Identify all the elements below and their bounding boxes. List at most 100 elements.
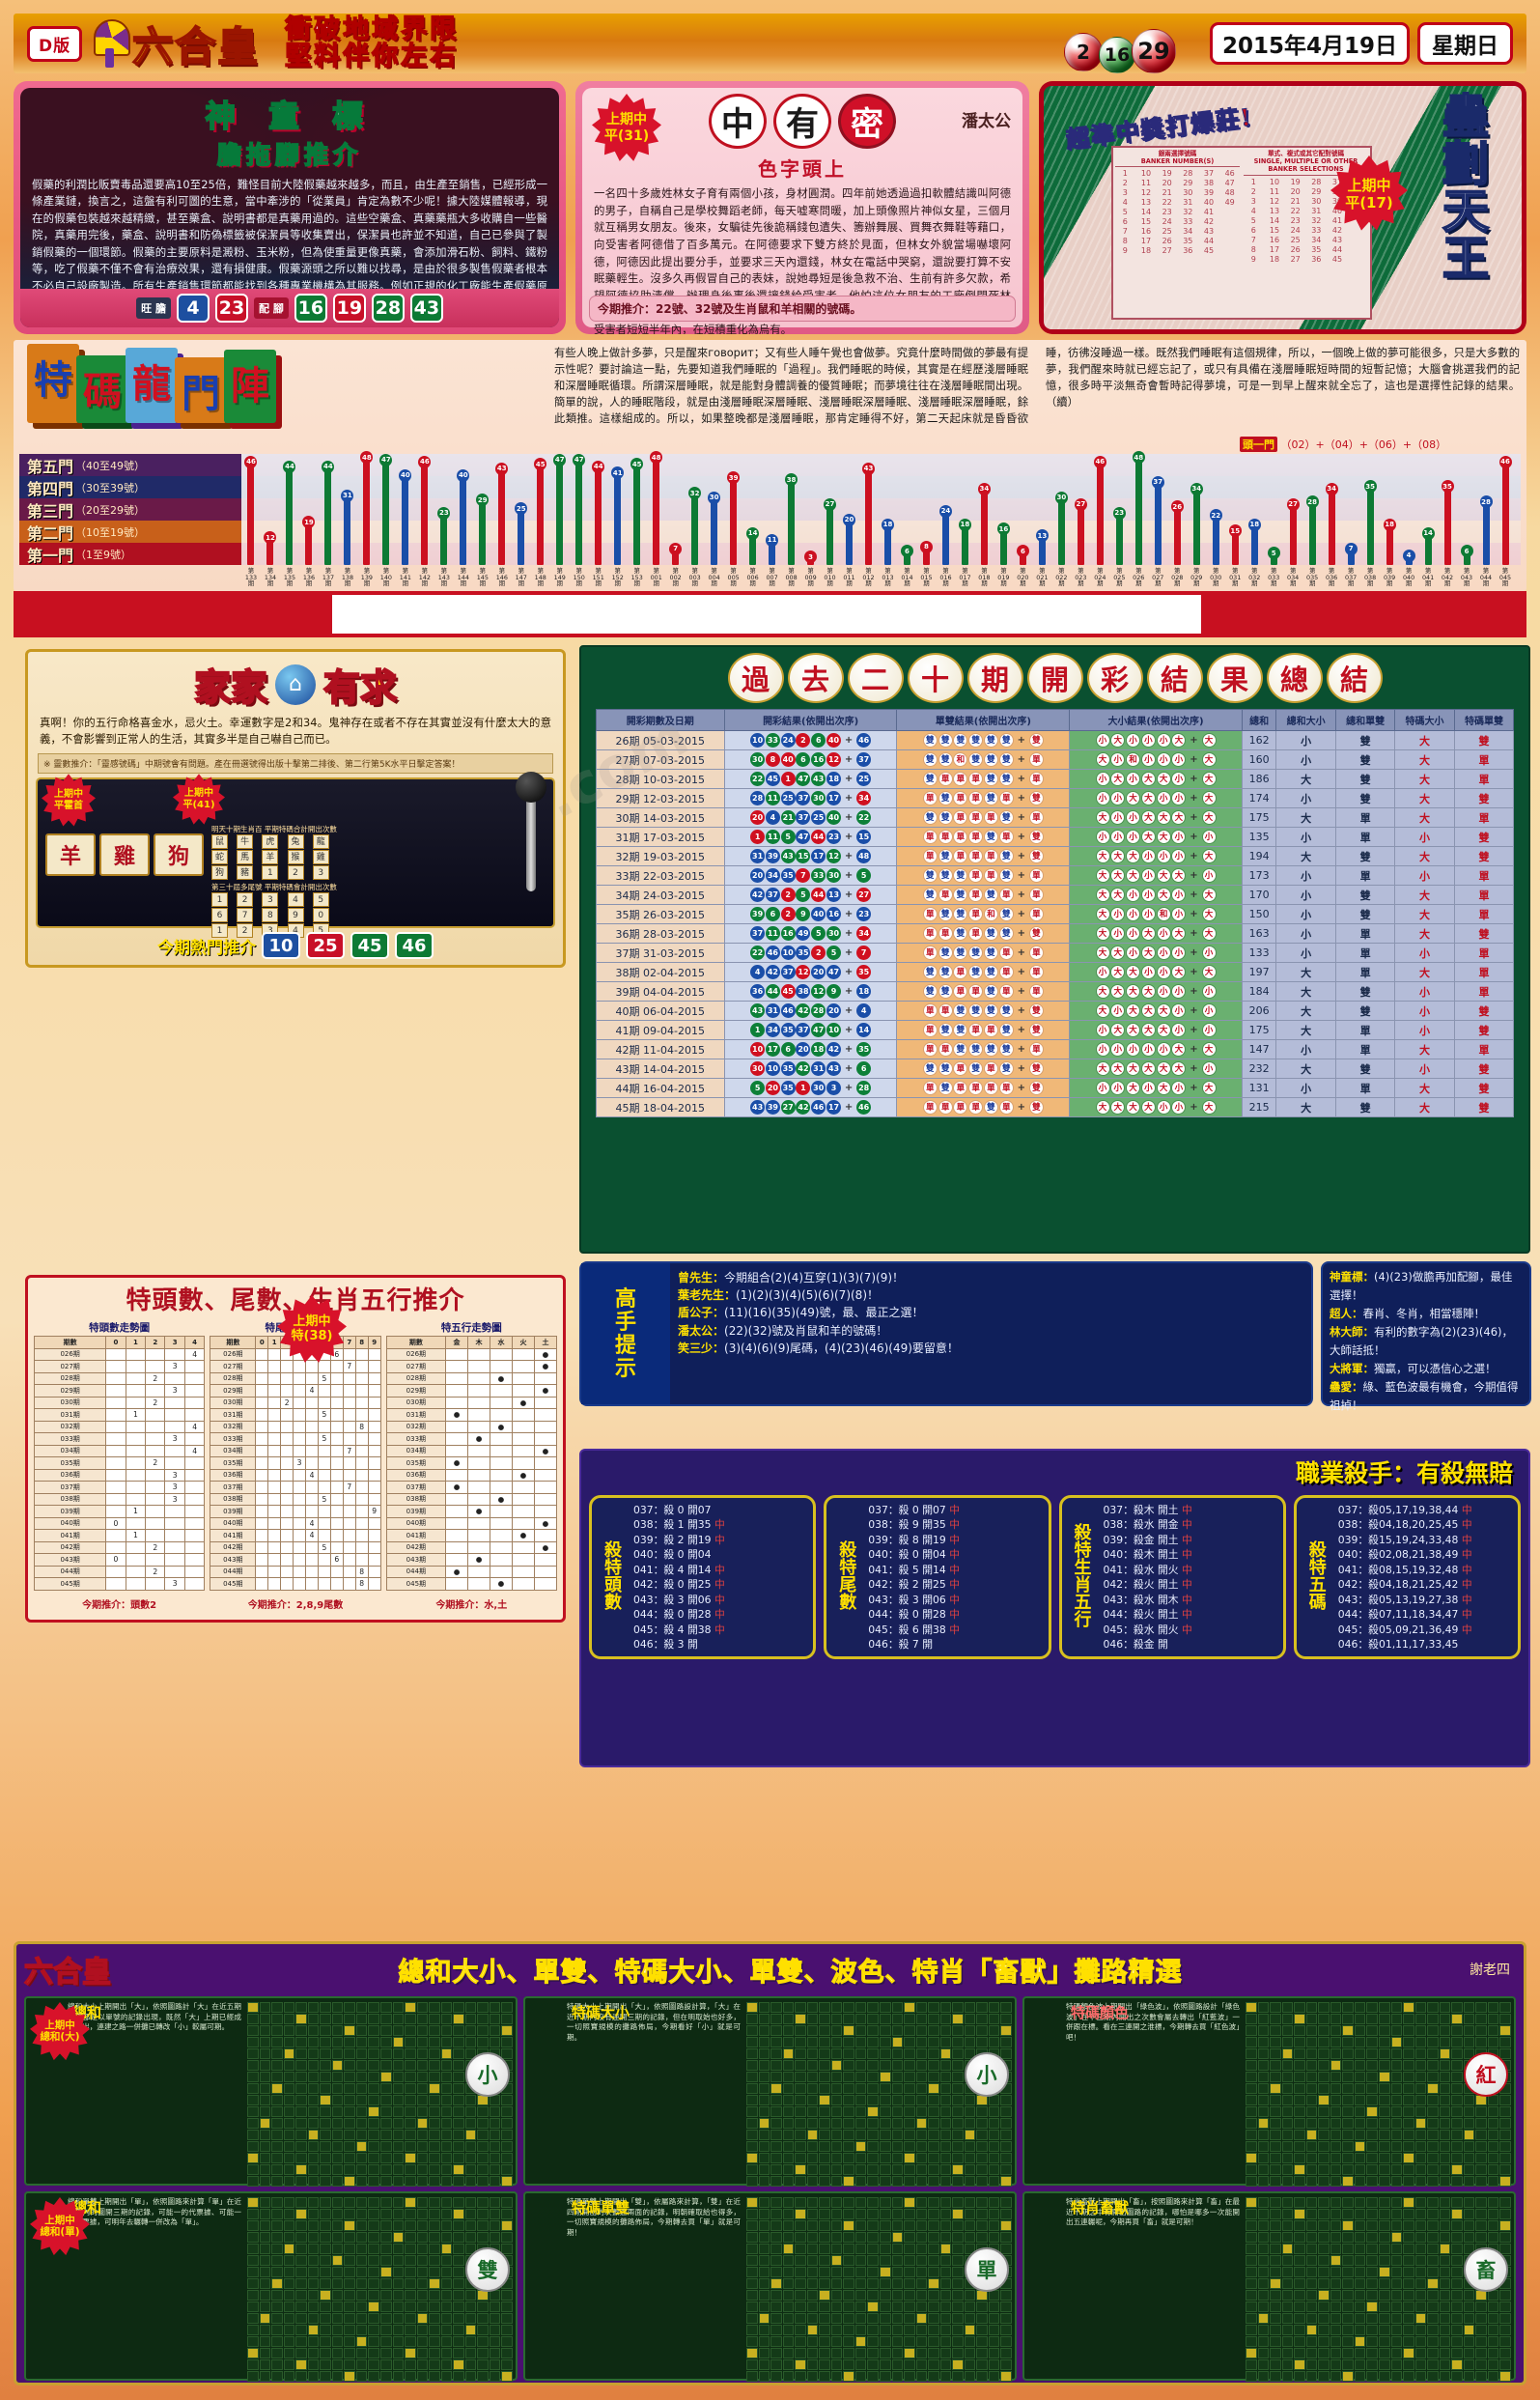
slip-number[interactable]: 31 (1311, 206, 1322, 215)
slip-number[interactable]: 20 (1162, 179, 1172, 188)
slip-number[interactable]: 28 (1311, 177, 1322, 186)
slip-number[interactable]: 9 (1122, 246, 1128, 256)
slip-number[interactable]: 22 (1290, 206, 1301, 215)
slip-number[interactable]: 3 (1250, 196, 1256, 206)
slip-number[interactable]: 24 (1290, 225, 1301, 235)
slip-number[interactable]: 41 (1203, 208, 1215, 217)
slip-number[interactable]: 37 (1203, 169, 1215, 179)
slip-number[interactable]: 43 (1203, 227, 1215, 237)
slip-number[interactable]: 39 (1203, 188, 1215, 198)
slip-number[interactable]: 23 (1162, 208, 1172, 217)
slip-number[interactable]: 12 (1140, 188, 1152, 198)
slip-number[interactable]: 18 (1140, 246, 1152, 256)
slip-number[interactable]: 21 (1162, 188, 1172, 198)
slip-number[interactable]: 27 (1290, 254, 1301, 264)
slip-number[interactable]: 20 (1290, 186, 1301, 196)
slip-number[interactable]: 30 (1311, 196, 1322, 206)
slip-number[interactable]: 19 (1162, 169, 1172, 179)
slip-number[interactable]: 24 (1162, 217, 1172, 227)
slip-number[interactable]: 45 (1203, 246, 1215, 256)
slip-number[interactable]: 33 (1183, 217, 1193, 227)
slip-number[interactable]: 26 (1162, 237, 1172, 246)
trend-dot (295, 2255, 307, 2266)
slip-number[interactable]: 2 (1122, 179, 1128, 188)
slip-number[interactable]: 6 (1122, 217, 1128, 227)
slip-number[interactable]: 30 (1183, 188, 1193, 198)
slip-number[interactable]: 10 (1140, 169, 1152, 179)
slip-number[interactable]: 35 (1183, 237, 1193, 246)
slip-number[interactable]: 16 (1140, 227, 1152, 237)
slip-number[interactable]: 46 (1224, 169, 1235, 179)
slip-number[interactable]: 5 (1250, 215, 1256, 225)
slip-number[interactable]: 15 (1269, 225, 1280, 235)
slip-number[interactable]: 4 (1122, 198, 1128, 208)
slip-number[interactable]: 43 (1331, 235, 1343, 244)
slip-number[interactable]: 48 (1224, 188, 1235, 198)
slip-number[interactable]: 19 (1290, 177, 1301, 186)
slip-number[interactable]: 6 (1250, 225, 1256, 235)
slip-number[interactable]: 5 (1122, 208, 1128, 217)
slip-number[interactable]: 13 (1140, 198, 1152, 208)
slip-number[interactable]: 1 (1250, 177, 1256, 186)
slip-number[interactable]: 23 (1290, 215, 1301, 225)
slip-number[interactable]: 21 (1290, 196, 1301, 206)
slip-number[interactable]: 36 (1183, 246, 1193, 256)
slip-number[interactable]: 40 (1331, 206, 1343, 215)
slot-machine[interactable]: 上期中 平霍首 上期中 平(41) 羊 雞 狗 明天十期生肖百 平期特碼合計開出… (36, 772, 555, 939)
slip-number[interactable]: 32 (1311, 215, 1322, 225)
slip-number[interactable]: 14 (1140, 208, 1152, 217)
slip-number[interactable]: 29 (1183, 179, 1193, 188)
slip-number[interactable]: 31 (1183, 198, 1193, 208)
killer-open: 開14 (686, 1563, 712, 1576)
slip-number[interactable]: 4 (1250, 206, 1256, 215)
slip-number[interactable]: 3 (1122, 188, 1128, 198)
slip-number[interactable]: 34 (1311, 235, 1322, 244)
slip-number[interactable]: 32 (1183, 208, 1193, 217)
slip-number[interactable]: 40 (1203, 198, 1215, 208)
slip-number[interactable]: 8 (1250, 244, 1256, 254)
slot-reels[interactable]: 羊 雞 狗 (38, 826, 211, 926)
slip-number[interactable]: 35 (1311, 244, 1322, 254)
slip-number[interactable]: 47 (1224, 179, 1235, 188)
slip-number[interactable]: 13 (1269, 206, 1280, 215)
slip-number[interactable]: 45 (1331, 254, 1343, 264)
slip-number[interactable]: 25 (1162, 227, 1172, 237)
slip-number[interactable]: 9 (1250, 254, 1256, 264)
slip-number[interactable]: 2 (1250, 186, 1256, 196)
slip-number[interactable]: 37 (1331, 177, 1343, 186)
slip-number[interactable]: 25 (1290, 235, 1301, 244)
slip-number[interactable]: 41 (1331, 215, 1343, 225)
slip-number[interactable]: 11 (1269, 186, 1280, 196)
slip-number[interactable]: 10 (1269, 177, 1280, 186)
slip-number[interactable]: 7 (1122, 227, 1128, 237)
slip-number[interactable]: 18 (1269, 254, 1280, 264)
slip-number[interactable]: 38 (1203, 179, 1215, 188)
mini-period: 042期 (210, 1540, 257, 1554)
slip-number[interactable]: 14 (1269, 215, 1280, 225)
slip-number[interactable]: 12 (1269, 196, 1280, 206)
slip-number[interactable]: 44 (1203, 237, 1215, 246)
slip-number[interactable]: 42 (1331, 225, 1343, 235)
slip-number[interactable]: 11 (1140, 179, 1152, 188)
slip-number[interactable]: 17 (1140, 237, 1152, 246)
trend-dot (344, 2014, 355, 2024)
slip-number[interactable]: 27 (1162, 246, 1172, 256)
slip-number[interactable]: 17 (1269, 244, 1280, 254)
slip-number[interactable]: 39 (1331, 196, 1343, 206)
slip-number[interactable]: 34 (1183, 227, 1193, 237)
slip-number[interactable]: 1 (1122, 169, 1128, 179)
slip-number[interactable]: 29 (1311, 186, 1322, 196)
slip-number[interactable]: 26 (1290, 244, 1301, 254)
slip-number[interactable]: 44 (1331, 244, 1343, 254)
slip-number[interactable]: 7 (1250, 235, 1256, 244)
slot-lever-handle[interactable] (516, 772, 546, 892)
slip-number[interactable]: 36 (1311, 254, 1322, 264)
slip-number[interactable]: 28 (1183, 169, 1193, 179)
slip-number[interactable]: 22 (1162, 198, 1172, 208)
slip-number[interactable]: 49 (1224, 198, 1235, 208)
slip-number[interactable]: 33 (1311, 225, 1322, 235)
slip-number[interactable]: 16 (1269, 235, 1280, 244)
slip-number[interactable]: 8 (1122, 237, 1128, 246)
slip-number[interactable]: 15 (1140, 217, 1152, 227)
slip-number[interactable]: 42 (1203, 217, 1215, 227)
